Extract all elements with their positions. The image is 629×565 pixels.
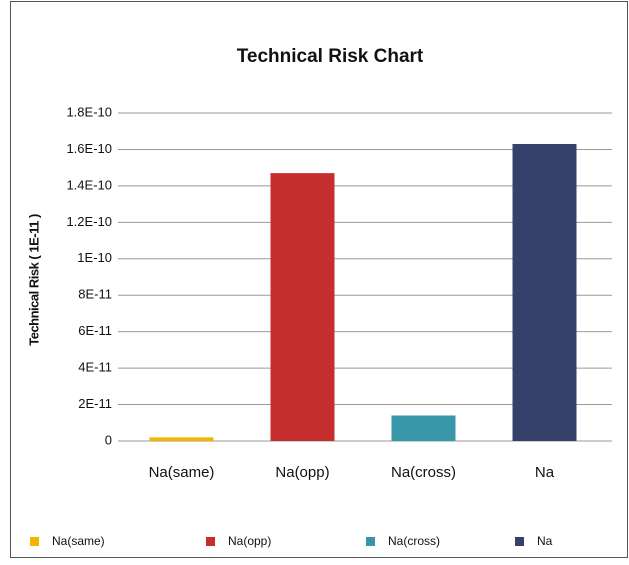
legend-swatch: [366, 537, 375, 546]
y-tick-label: 1.6E-10: [66, 141, 112, 156]
legend-label: Na(same): [52, 534, 105, 548]
bar: [270, 173, 335, 441]
x-tick-label: Na(opp): [275, 464, 329, 481]
legend-swatch: [206, 537, 215, 546]
y-tick-label: 8E-11: [78, 287, 112, 302]
y-tick-label: 4E-11: [78, 360, 112, 375]
legend-swatch: [30, 537, 39, 546]
y-axis-label: Technical Risk ( 1E-11 ): [26, 214, 41, 346]
y-tick-label: 0: [105, 432, 112, 447]
y-tick-label: 1E-10: [77, 250, 112, 265]
y-tick-label: 1.2E-10: [66, 214, 112, 229]
x-tick-label: Na: [535, 464, 555, 481]
y-tick-label: 1.4E-10: [66, 177, 112, 192]
legend-label: Na(opp): [228, 534, 271, 548]
legend-swatch: [515, 537, 524, 546]
x-tick-label: Na(same): [149, 464, 215, 481]
chart-title: Technical Risk Chart: [237, 46, 424, 67]
legend-label: Na: [537, 534, 553, 548]
bar: [391, 415, 456, 441]
legend-label: Na(cross): [388, 534, 440, 548]
y-tick-label: 1.8E-10: [66, 104, 112, 119]
x-tick-label: Na(cross): [391, 464, 456, 481]
y-tick-label: 2E-11: [78, 396, 112, 411]
y-tick-label: 6E-11: [78, 323, 112, 338]
bar: [512, 143, 577, 441]
bar: [149, 437, 214, 441]
